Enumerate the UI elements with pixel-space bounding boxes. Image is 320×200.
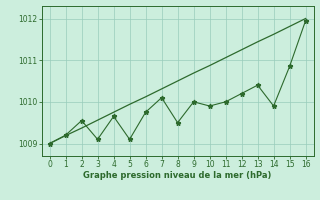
X-axis label: Graphe pression niveau de la mer (hPa): Graphe pression niveau de la mer (hPa) bbox=[84, 171, 272, 180]
